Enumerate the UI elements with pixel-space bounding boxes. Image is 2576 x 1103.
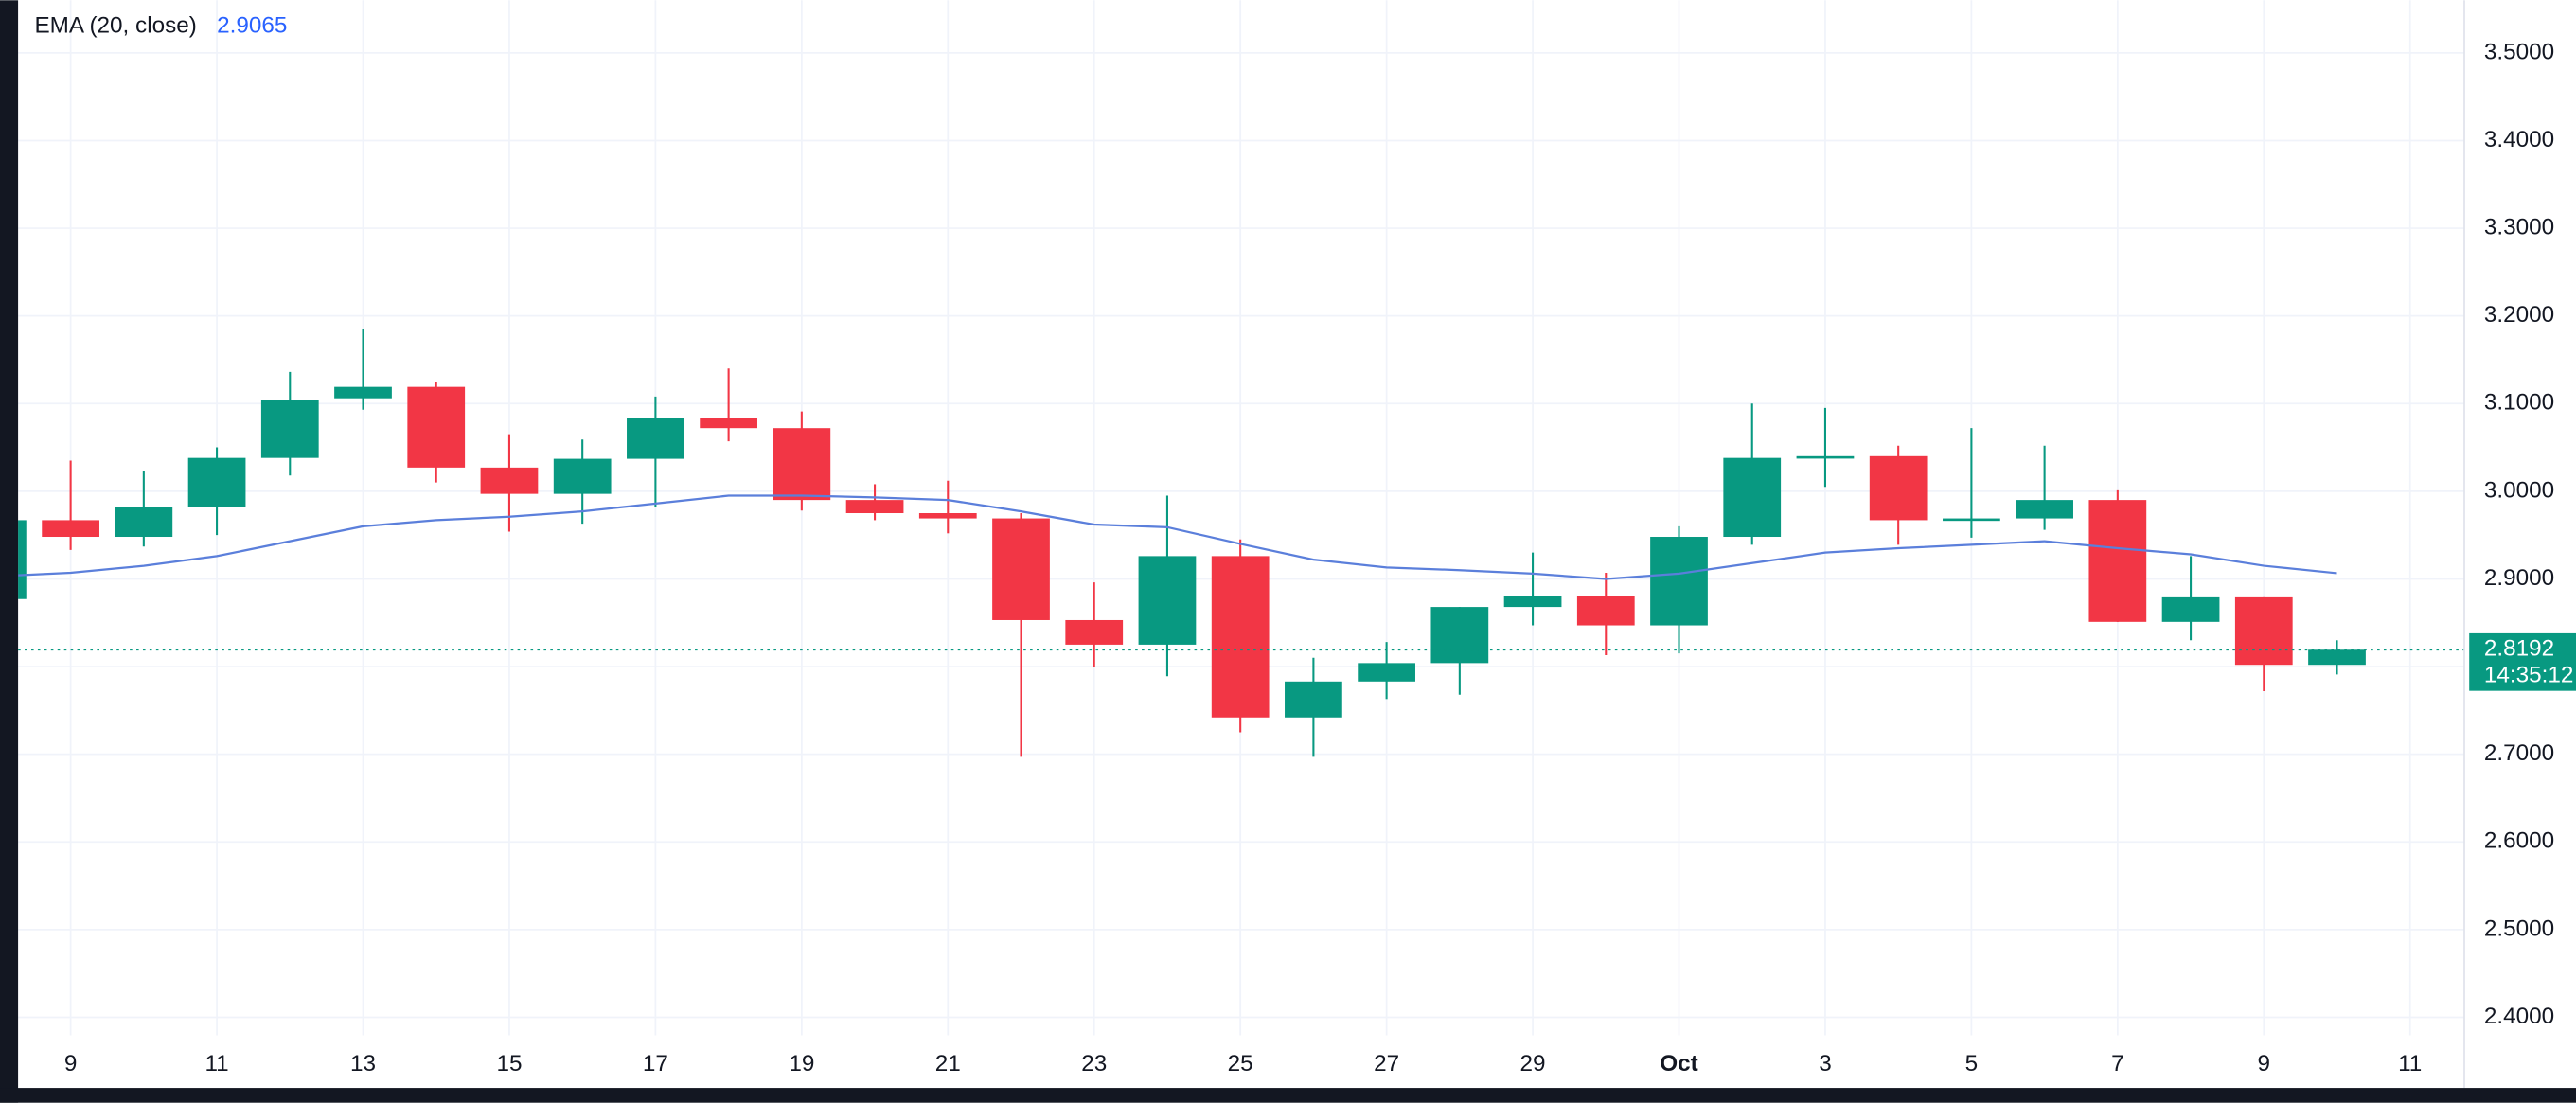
y-tick-label: 3.0000 [2484,477,2554,503]
indicator-value: 2.9065 [217,12,287,38]
y-tick-label: 3.4000 [2484,127,2554,152]
x-tick-label: 21 [935,1051,961,1076]
x-tick-label: 29 [1520,1051,1546,1076]
candle-body [2234,596,2293,666]
indicator-name: EMA (20, close) [34,12,196,38]
bottom-border [0,1088,2576,1103]
candle-body [553,458,612,494]
last-price-label: 2.8192 [2484,636,2554,662]
x-tick-label: 25 [1228,1051,1253,1076]
candle-body [1943,518,2000,522]
candle-body [1065,619,1124,645]
candle-body [2161,596,2220,622]
candle-body [1869,455,1928,521]
y-tick-label: 3.5000 [2484,39,2554,64]
countdown-label: 14:35:12 [2484,662,2574,687]
candle-body [1138,556,1197,645]
y-tick-label: 2.6000 [2484,828,2554,854]
y-tick-label: 3.3000 [2484,214,2554,240]
x-tick-label: 5 [1965,1051,1979,1076]
candle-body [918,513,977,519]
plot-area [18,329,2464,757]
candle-body [334,386,392,399]
candle-body [115,507,173,538]
candle-body [1723,457,1782,538]
candle-body [1576,596,1635,626]
candle-body [1430,607,1489,664]
y-tick-label: 3.2000 [2484,302,2554,328]
x-tick-label: 13 [350,1051,376,1076]
x-tick-label: 9 [64,1051,78,1076]
candle-body [187,457,246,507]
candle-body [2308,649,2366,666]
y-tick-label: 2.5000 [2484,916,2554,941]
y-tick-label: 2.9000 [2484,565,2554,591]
x-tick-label: 19 [789,1051,814,1076]
candle-body [2088,500,2147,622]
candle-body [1211,556,1270,718]
x-tick-label: 3 [1819,1051,1832,1076]
candle-body [627,418,684,459]
candle-body [1796,455,1855,459]
x-tick-label: 23 [1081,1051,1107,1076]
candle-body [260,400,319,458]
x-tick-label: 11 [2398,1051,2422,1076]
candle-body [845,500,904,514]
x-tick-label: 7 [2111,1051,2124,1076]
x-tick-label: 11 [204,1051,228,1076]
ema-line [18,494,2337,580]
x-tick-label: 9 [2258,1051,2271,1076]
candle-body [1358,663,1415,682]
y-tick-label: 3.1000 [2484,390,2554,416]
axes: 2.40002.50002.60002.70002.80002.90003.00… [64,39,2576,1076]
x-tick-label: 27 [1374,1051,1399,1076]
candle-body [1650,537,1708,626]
candle-body [992,518,1050,620]
x-tick-label: Oct [1660,1051,1697,1076]
candle-body [1503,596,1562,608]
candle-body [2016,500,2073,519]
y-tick-label: 2.4000 [2484,1004,2554,1029]
candle-body [1285,681,1342,718]
candle-body [480,467,539,494]
y-tick-label: 2.7000 [2484,740,2554,766]
left-border [0,0,19,1103]
x-tick-label: 15 [496,1051,522,1076]
candle-body [773,428,831,501]
candle-body [18,520,27,599]
candle-body [407,386,466,468]
last-price-tag [2469,632,2576,691]
candle-body [42,520,99,538]
x-tick-label: 17 [643,1051,668,1076]
candle-body [700,418,757,429]
